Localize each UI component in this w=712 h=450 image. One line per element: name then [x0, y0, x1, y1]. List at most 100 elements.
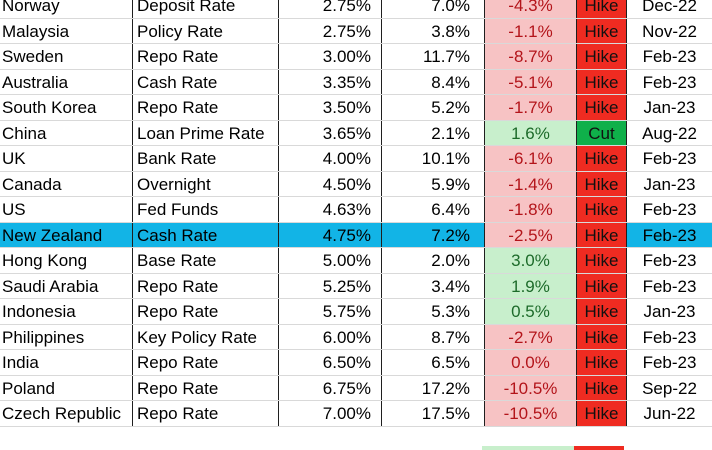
move-date-cell[interactable]: Feb-23 — [642, 149, 697, 168]
real-rate-cell[interactable]: -1.8% — [485, 197, 577, 222]
rate-type-cell[interactable]: Overnight — [133, 171, 279, 196]
country-cell[interactable]: Sweden — [0, 44, 133, 69]
policy-rate-cell[interactable]: 4.50% — [279, 171, 382, 196]
table-row[interactable]: New Zealand Cash Rate 4.75% 7.2% -2.5% Hike Fe… — [0, 222, 712, 248]
inflation-cell[interactable]: 3.8% — [382, 18, 485, 43]
last-move-cell[interactable]: Hike — [577, 401, 627, 426]
rate-type-cell[interactable]: Key Policy Rate — [133, 324, 279, 349]
policy-rate-cell[interactable]: 3.50% — [279, 95, 382, 120]
table-row[interactable]: South Korea Repo Rate 3.50% 5.2% -1.7% Hike Ja… — [0, 95, 712, 121]
move-date-cell[interactable]: Jan-23 — [643, 302, 696, 321]
real-rate-cell[interactable]: 1.6% — [485, 120, 577, 145]
move-date-cell[interactable]: Nov-22 — [642, 21, 697, 41]
country-cell[interactable]: Hong Kong — [0, 248, 133, 273]
policy-rate-cell[interactable]: 4.75% — [279, 222, 382, 247]
country-cell[interactable]: Czech Republic — [0, 401, 133, 426]
policy-rate-cell[interactable]: 6.00% — [279, 324, 382, 349]
inflation-cell[interactable]: 6.5% — [382, 350, 485, 375]
rate-type-cell[interactable]: Fed Funds — [133, 197, 279, 222]
rate-type-cell[interactable]: Cash Rate — [133, 222, 279, 247]
real-rate-cell[interactable]: -8.7% — [485, 44, 577, 69]
real-rate-cell[interactable]: -2.5% — [485, 222, 577, 247]
inflation-cell[interactable]: 5.2% — [382, 95, 485, 120]
table-row[interactable]: Czech Republic Repo Rate 7.00% 17.5% -10.5% H… — [0, 401, 712, 427]
rate-type-cell[interactable]: Repo Rate — [133, 273, 279, 298]
table-row[interactable]: Norway Deposit Rate 2.75% 7.0% -4.3% Hike Dec-… — [0, 0, 712, 19]
inflation-cell[interactable]: 2.1% — [382, 120, 485, 145]
policy-rate-cell[interactable]: 6.75% — [279, 375, 382, 400]
last-move-cell[interactable]: Hike — [577, 18, 627, 43]
rate-type-cell[interactable]: Repo Rate — [133, 299, 279, 324]
policy-rate-cell[interactable]: 3.65% — [279, 120, 382, 145]
last-move-cell[interactable]: Cut — [577, 120, 627, 145]
last-move-cell[interactable]: Hike — [577, 171, 627, 196]
country-cell[interactable]: Saudi Arabia — [0, 273, 133, 298]
country-cell[interactable]: India — [0, 350, 133, 375]
country-cell[interactable]: Malaysia — [0, 18, 133, 43]
table-row[interactable]: Indonesia Repo Rate 5.75% 5.3% 0.5% Hike Jan-2… — [0, 299, 712, 325]
policy-rate-cell[interactable]: 4.63% — [279, 197, 382, 222]
last-move-cell[interactable]: Hike — [577, 146, 627, 171]
move-date-cell[interactable]: Feb-23 — [642, 72, 697, 92]
rate-type-cell[interactable]: Loan Prime Rate — [133, 120, 279, 145]
real-rate-cell[interactable]: -5.1% — [485, 69, 577, 94]
rate-type-cell[interactable]: Deposit Rate — [133, 0, 279, 18]
real-rate-cell[interactable]: -1.7% — [485, 95, 577, 120]
inflation-cell[interactable]: 5.9% — [382, 171, 485, 196]
inflation-cell[interactable]: 8.4% — [382, 69, 485, 94]
real-rate-cell[interactable]: -2.7% — [485, 324, 577, 349]
rate-type-cell[interactable]: Repo Rate — [133, 375, 279, 400]
move-date-cell[interactable]: Jan-23 — [643, 98, 696, 117]
last-move-cell[interactable]: Hike — [577, 375, 627, 400]
move-date-cell[interactable]: Feb-23 — [642, 327, 697, 347]
real-rate-cell[interactable]: -10.5% — [485, 401, 577, 426]
policy-rate-cell[interactable]: 7.00% — [279, 401, 382, 426]
policy-rate-cell[interactable]: 4.00% — [279, 146, 382, 171]
real-rate-cell[interactable]: 0.0% — [485, 350, 577, 375]
real-rate-cell[interactable]: -4.3% — [485, 0, 577, 18]
table-row[interactable]: US Fed Funds 4.63% 6.4% -1.8% Hike Feb-23 — [0, 197, 712, 223]
real-rate-cell[interactable]: -10.5% — [485, 375, 577, 400]
table-row[interactable]: Poland Repo Rate 6.75% 17.2% -10.5% Hike Sep-2… — [0, 375, 712, 401]
move-date-cell[interactable]: Feb-23 — [642, 47, 697, 66]
last-move-cell[interactable]: Hike — [577, 197, 627, 222]
table-row[interactable]: Sweden Repo Rate 3.00% 11.7% -8.7% Hike Feb-23 — [0, 44, 712, 70]
table-row[interactable]: Saudi Arabia Repo Rate 5.25% 3.4% 1.9% Hike Fe… — [0, 273, 712, 299]
rate-type-cell[interactable]: Repo Rate — [133, 350, 279, 375]
move-date-cell[interactable]: Sep-22 — [642, 378, 697, 398]
rate-type-cell[interactable]: Repo Rate — [133, 44, 279, 69]
table-row[interactable]: India Repo Rate 6.50% 6.5% 0.0% Hike Feb-23 — [0, 350, 712, 376]
policy-rate-cell[interactable]: 5.75% — [279, 299, 382, 324]
last-move-cell[interactable]: Hike — [577, 95, 627, 120]
policy-rate-cell[interactable]: 5.00% — [279, 248, 382, 273]
inflation-cell[interactable]: 10.1% — [382, 146, 485, 171]
inflation-cell[interactable]: 8.7% — [382, 324, 485, 349]
inflation-cell[interactable]: 7.2% — [382, 222, 485, 247]
rate-type-cell[interactable]: Repo Rate — [133, 95, 279, 120]
inflation-cell[interactable]: 3.4% — [382, 273, 485, 298]
inflation-cell[interactable]: 7.0% — [382, 0, 485, 18]
last-move-cell[interactable]: Hike — [577, 324, 627, 349]
last-move-cell[interactable]: Hike — [577, 350, 627, 375]
table-row[interactable]: Philippines Key Policy Rate 6.00% 8.7% -2.7%… — [0, 324, 712, 350]
policy-rate-cell[interactable]: 5.25% — [279, 273, 382, 298]
last-move-cell[interactable]: Hike — [577, 44, 627, 69]
inflation-cell[interactable]: 11.7% — [382, 44, 485, 69]
move-date-cell[interactable]: Feb-23 — [642, 353, 697, 372]
move-date-cell[interactable]: Aug-22 — [642, 123, 697, 143]
inflation-cell[interactable]: 17.5% — [382, 401, 485, 426]
move-date-cell[interactable]: Jan-23 — [643, 174, 696, 194]
rate-type-cell[interactable]: Bank Rate — [133, 146, 279, 171]
table-row[interactable]: Canada Overnight 4.50% 5.9% -1.4% Hike Jan-23 — [0, 171, 712, 197]
real-rate-cell[interactable]: 1.9% — [485, 273, 577, 298]
real-rate-cell[interactable]: 0.5% — [485, 299, 577, 324]
inflation-cell[interactable]: 17.2% — [382, 375, 485, 400]
policy-rate-cell[interactable]: 2.75% — [279, 18, 382, 43]
last-move-cell[interactable]: Hike — [577, 69, 627, 94]
move-date-cell[interactable]: Jun-22 — [643, 404, 696, 423]
real-rate-cell[interactable]: 3.0% — [485, 248, 577, 273]
country-cell[interactable]: Canada — [0, 171, 133, 196]
inflation-cell[interactable]: 5.3% — [382, 299, 485, 324]
real-rate-cell[interactable]: -6.1% — [485, 146, 577, 171]
rate-type-cell[interactable]: Base Rate — [133, 248, 279, 273]
